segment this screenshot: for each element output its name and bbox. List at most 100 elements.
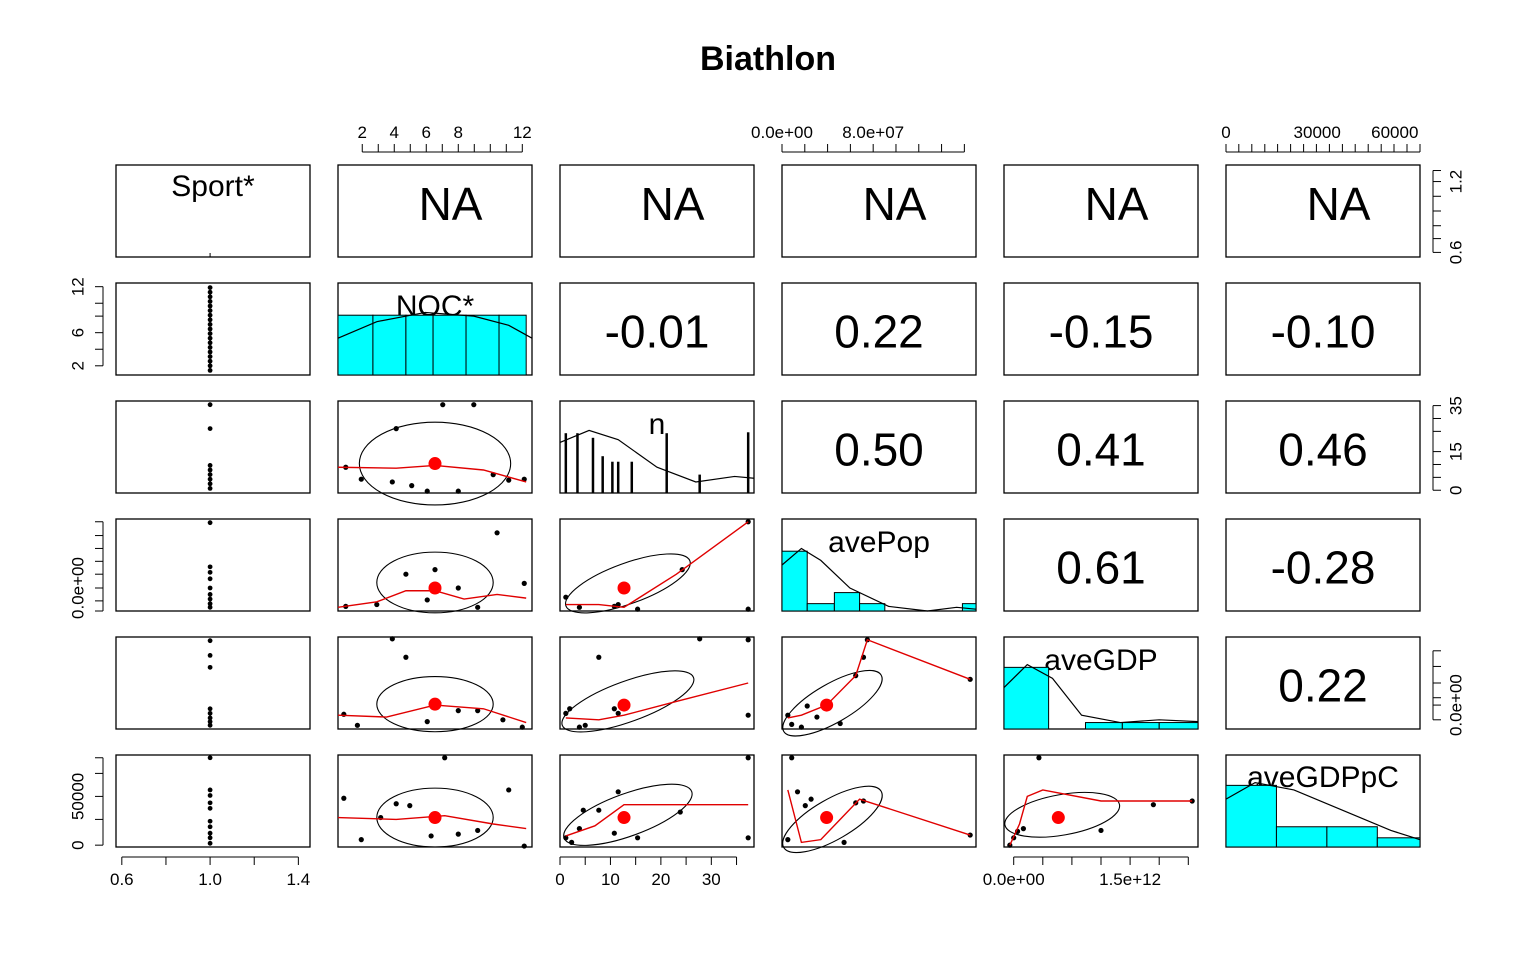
data-point <box>358 476 364 482</box>
data-point <box>207 840 213 846</box>
data-point <box>207 312 213 318</box>
data-point <box>207 835 213 841</box>
panel-frame-0-3 <box>781 164 977 258</box>
tick-label: 60000 <box>1371 123 1418 142</box>
data-point <box>207 326 213 332</box>
confidence-ellipse <box>358 421 512 506</box>
data-point <box>471 402 477 408</box>
panel-frame-4-5 <box>1225 636 1421 730</box>
data-point <box>794 789 801 795</box>
data-point <box>403 571 409 577</box>
data-point <box>500 717 506 723</box>
data-point <box>475 604 481 610</box>
data-point <box>563 710 569 716</box>
correlation-value: 0.22 <box>834 305 924 357</box>
data-point <box>576 724 583 730</box>
data-point <box>409 483 415 489</box>
tick-label: 0.6 <box>1446 241 1465 265</box>
data-point <box>521 580 527 587</box>
data-point <box>207 340 213 346</box>
density-curve <box>337 311 533 339</box>
data-point <box>521 843 527 849</box>
data-point <box>207 345 213 350</box>
panel-frame-3-1 <box>337 518 533 612</box>
correlation-value: -0.01 <box>605 305 710 357</box>
data-point <box>207 317 213 323</box>
data-point <box>207 604 213 610</box>
panel-frame-0-1 <box>337 164 533 258</box>
data-point <box>207 715 213 721</box>
panel-frame-1-5 <box>1225 282 1421 376</box>
data-point <box>207 349 213 355</box>
data-point <box>207 289 213 295</box>
data-point <box>804 703 810 709</box>
panel-frame-0-4 <box>1003 164 1199 258</box>
confidence-ellipse <box>561 670 695 733</box>
histogram-bar <box>1326 826 1378 848</box>
data-point <box>207 299 213 304</box>
data-point <box>207 335 213 341</box>
mean-point <box>617 698 631 712</box>
correlation-value: -0.28 <box>1271 541 1376 593</box>
tick-label: 15 <box>1446 442 1465 461</box>
data-point <box>207 585 213 591</box>
histogram-bar <box>1275 826 1328 848</box>
data-point <box>967 676 973 682</box>
loess-smooth-line <box>1009 789 1193 846</box>
na-label: NA <box>863 178 927 230</box>
na-label: NA <box>1307 178 1371 230</box>
data-point <box>615 710 621 716</box>
tick-label: 0.6 <box>110 870 134 889</box>
data-point <box>207 486 213 491</box>
panel-frame-3-4 <box>1003 518 1199 612</box>
tick-label: 12 <box>68 277 87 296</box>
data-point <box>389 479 395 485</box>
data-point <box>207 569 213 575</box>
data-point <box>207 653 213 658</box>
data-point <box>207 596 213 602</box>
panel-frame-2-3 <box>781 400 977 494</box>
loess-smooth-line <box>787 789 971 844</box>
panel-frame-1-3 <box>781 282 977 376</box>
data-point <box>494 530 500 536</box>
chart-title: Biathlon <box>700 40 836 78</box>
panel-frame-4-0 <box>115 636 311 730</box>
histogram-bar <box>1376 837 1421 848</box>
data-point <box>341 795 347 801</box>
histogram-bar <box>1084 722 1123 730</box>
data-point <box>576 604 583 610</box>
data-point <box>207 520 213 526</box>
data-point <box>798 724 805 730</box>
panel-frame-5-3 <box>781 754 977 848</box>
loess-smooth-line <box>337 815 527 830</box>
histogram-bar <box>372 314 407 376</box>
data-point <box>207 787 213 793</box>
data-point <box>1020 826 1026 832</box>
panel-frame-0-5 <box>1225 164 1421 258</box>
histogram-bar <box>405 314 434 376</box>
data-point <box>455 708 461 714</box>
mean-point <box>428 457 442 471</box>
tick-label: 8 <box>454 123 463 142</box>
panel-frame-4-2 <box>559 636 755 730</box>
density-curve <box>1225 781 1421 841</box>
correlation-value: 0.41 <box>1056 423 1146 475</box>
tick-label: 0.0e+00 <box>751 123 813 142</box>
histogram-bar <box>833 592 861 612</box>
data-point <box>455 585 461 591</box>
data-point <box>207 800 213 806</box>
data-point <box>519 724 525 730</box>
confidence-ellipse <box>376 676 494 733</box>
data-point <box>506 787 512 793</box>
data-point <box>389 636 395 642</box>
correlation-value: 0.61 <box>1056 541 1146 593</box>
tick-label: 12 <box>513 123 532 142</box>
data-point <box>207 331 213 336</box>
histogram-bar <box>1121 722 1160 730</box>
data-point <box>506 477 512 483</box>
tick-label: 0.0e+00 <box>1446 674 1465 736</box>
diagonal-label: Sport* <box>171 170 255 203</box>
panel-frame-5-2 <box>559 754 755 848</box>
tick-label: 6 <box>422 123 431 142</box>
density-curve <box>559 429 755 483</box>
